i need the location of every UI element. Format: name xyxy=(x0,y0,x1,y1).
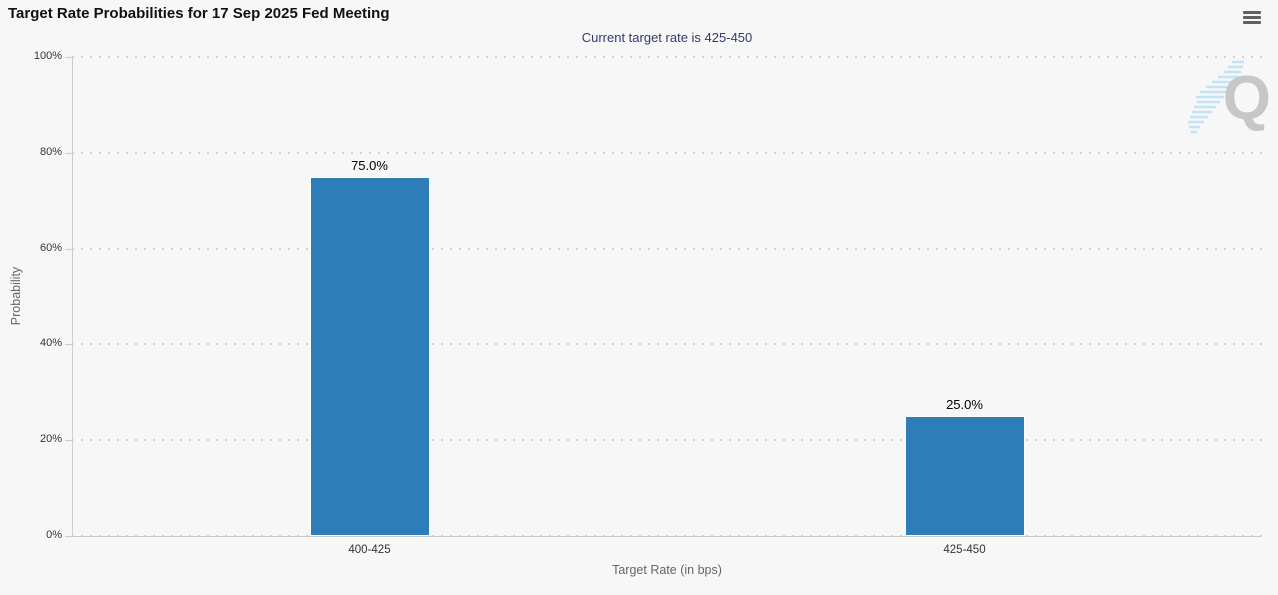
hamburger-menu-icon[interactable] xyxy=(1243,9,1261,25)
y-tick-mark xyxy=(65,344,72,346)
y-tick-label: 20% xyxy=(39,433,62,446)
y-gridline xyxy=(72,535,1262,537)
bar[interactable] xyxy=(309,176,430,536)
y-tick-label: 0% xyxy=(46,529,62,541)
bar[interactable] xyxy=(904,416,1025,536)
y-gridline xyxy=(72,151,1262,154)
y-tick-label: 60% xyxy=(39,241,62,254)
y-tick-label: 40% xyxy=(39,337,62,350)
y-tick-mark xyxy=(65,152,72,154)
chart-title: Target Rate Probabilities for 17 Sep 202… xyxy=(8,5,390,22)
y-gridline xyxy=(72,439,1262,442)
y-tick-mark xyxy=(65,248,72,250)
y-tick-mark xyxy=(65,440,72,442)
watermark-q-letter: Q xyxy=(1222,64,1271,133)
y-gridline xyxy=(72,247,1262,250)
bar-value-label: 75.0% xyxy=(351,157,388,173)
y-axis-line xyxy=(72,57,73,536)
x-category-label: 425-450 xyxy=(943,544,986,556)
x-category-label: 400-425 xyxy=(348,544,391,556)
chart-subtitle: Current target rate is 425-450 xyxy=(581,30,753,45)
x-axis-title: Target Rate (in bps) xyxy=(612,563,722,577)
bar-value-label: 25.0% xyxy=(946,397,983,413)
y-axis-title: Probability xyxy=(9,266,23,326)
y-tick-mark xyxy=(65,536,72,537)
y-tick-label: 80% xyxy=(39,145,62,158)
quikstrike-watermark: Q xyxy=(1186,56,1271,144)
y-gridline xyxy=(72,343,1262,346)
y-tick-label: 100% xyxy=(33,50,62,62)
y-tick-mark xyxy=(65,57,72,58)
y-gridline xyxy=(72,56,1262,58)
lightning-bolt-icon xyxy=(1188,60,1244,134)
